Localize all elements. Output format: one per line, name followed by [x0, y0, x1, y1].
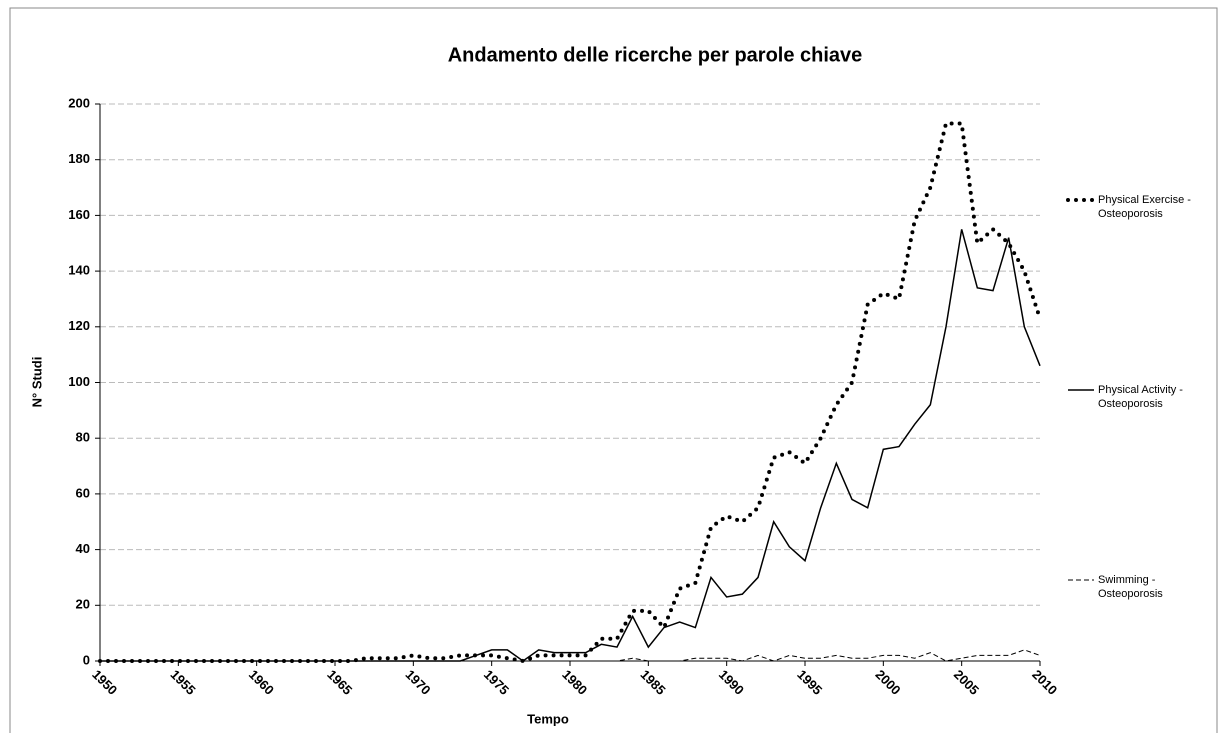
x-tick-label: 1975: [481, 667, 512, 698]
x-tick-label: 1980: [559, 667, 590, 698]
y-tick-label: 0: [83, 652, 90, 667]
x-tick-label: 2005: [951, 667, 982, 698]
x-tick-label: 1950: [89, 667, 120, 698]
frame: [9, 7, 1218, 733]
y-tick-label: 20: [76, 597, 90, 612]
y-tick-label: 100: [68, 374, 90, 389]
x-axis-label: Tempo: [527, 711, 569, 726]
x-tick-label: 1985: [638, 667, 669, 698]
y-tick-label: 200: [68, 95, 90, 110]
legend-label: Physical Exercise - Osteoporosis: [1098, 194, 1191, 220]
y-tick-label: 40: [76, 541, 90, 556]
x-tick-label: 1965: [324, 667, 355, 698]
x-tick-label: 1970: [403, 667, 434, 698]
x-tick-label: 2000: [873, 667, 904, 698]
y-tick-label: 60: [76, 485, 90, 500]
series-line: [98, 121, 1042, 664]
y-tick-label: 140: [68, 263, 90, 278]
legend-label: Physical Activity - Osteoporosis: [1098, 384, 1183, 410]
chart-title: Andamento delle ricerche per parole chia…: [448, 44, 863, 66]
legend-label: Swimming - Osteoporosis: [1098, 574, 1163, 600]
series-line: [100, 649, 1041, 662]
y-tick-label: 80: [76, 430, 90, 445]
x-tick-label: 1960: [246, 667, 277, 698]
y-tick-label: 180: [68, 151, 90, 166]
x-tick-label: 1995: [794, 667, 825, 698]
y-tick-label: 160: [68, 207, 90, 222]
x-tick-label: 1955: [168, 667, 199, 698]
y-tick-label: 120: [68, 318, 90, 333]
y-axis-label: N° Studi: [29, 357, 44, 408]
x-tick-label: 1990: [716, 667, 747, 698]
x-tick-label: 2010: [1029, 667, 1060, 698]
